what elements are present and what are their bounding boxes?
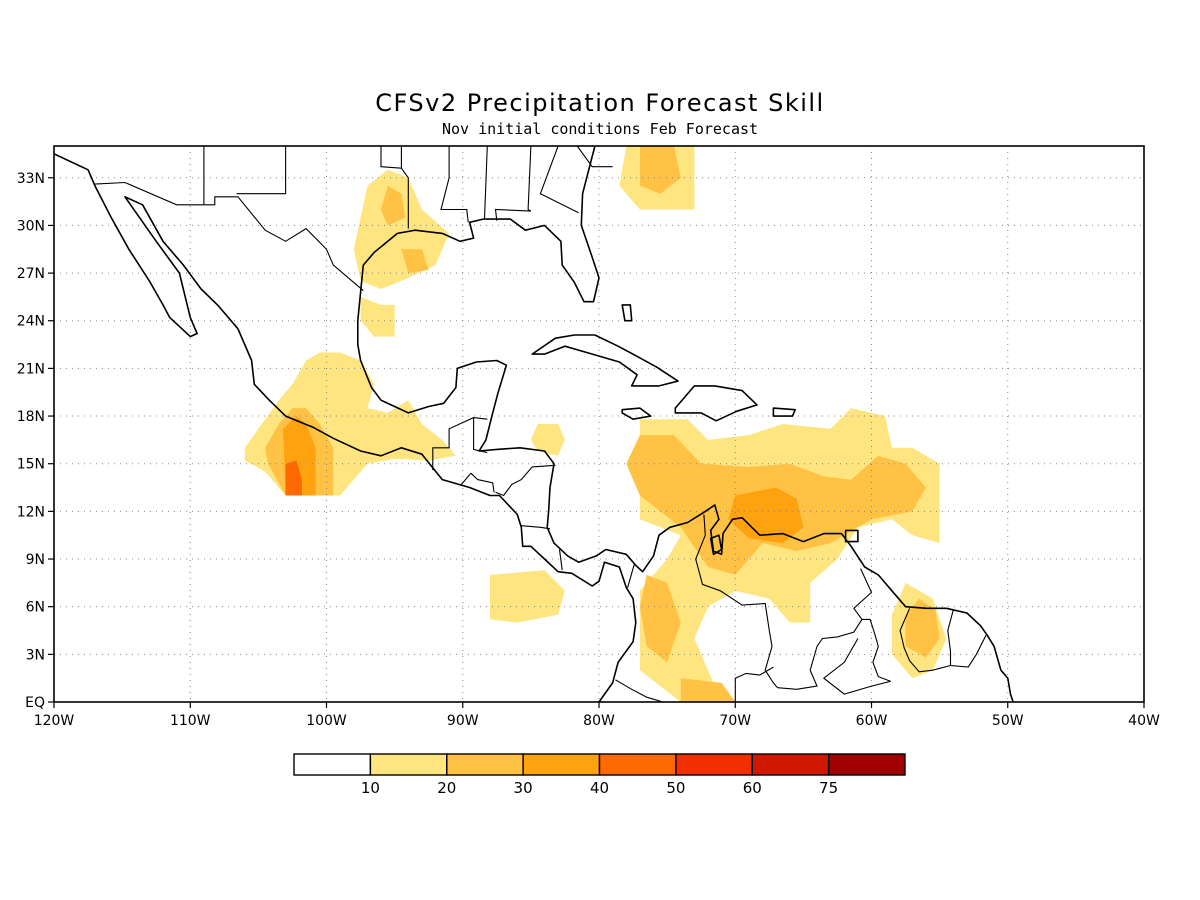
political-border (470, 472, 495, 493)
map-gridlines (54, 146, 1144, 702)
political-border (495, 464, 556, 497)
political-border (432, 417, 488, 471)
political-border (521, 525, 551, 530)
lat-tick-label: 12N (17, 504, 45, 520)
skill-region-texas-south (401, 249, 429, 274)
political-border (734, 666, 774, 702)
skill-region-mexico-pacific-core (285, 460, 302, 496)
political-border (440, 146, 469, 223)
political-border (539, 146, 579, 214)
political-border (777, 646, 818, 690)
political-border (380, 146, 402, 169)
skill-region-gulf-west (360, 296, 395, 337)
political-border (947, 609, 987, 668)
colorbar-label: 10 (361, 779, 380, 797)
political-border (473, 417, 488, 454)
lon-tick-label: 80W (583, 713, 615, 729)
colorbar-swatch (369, 753, 448, 776)
skill-region-colombia-inner (639, 574, 681, 663)
political-border (853, 568, 891, 682)
colorbar-label: 20 (437, 779, 456, 797)
island-lake-maracaibo (709, 534, 723, 556)
coastlines (54, 146, 1014, 702)
skill-region-carolinas-core (639, 146, 681, 194)
colorbar-swatch (293, 753, 372, 776)
political-border (695, 514, 778, 689)
political-border (558, 549, 563, 571)
political-border (615, 679, 664, 702)
island-cuba (531, 334, 679, 387)
colorbar-label: 50 (666, 779, 685, 797)
map-area: 120W 110W 100W 90W 80W 70W 60W 50W 40W EQ 3N 6N 9N 1… (17, 145, 1160, 729)
political-border (576, 146, 613, 168)
political-border (94, 181, 364, 292)
colorbar-label: 60 (743, 779, 762, 797)
political-border (460, 472, 472, 485)
skill-region-panama-pacific (490, 570, 565, 623)
lat-tick-label: 24N (17, 314, 45, 330)
map-frame (53, 145, 1145, 703)
lat-tick-label: 9N (26, 552, 45, 568)
lat-tick-label: 33N (17, 171, 45, 187)
lat-tick-label: 6N (26, 600, 45, 616)
political-borders (94, 146, 987, 702)
colorbar-swatch (675, 753, 754, 776)
colorbar: 10 20 30 40 50 60 75 (293, 753, 906, 797)
island-jamaica (621, 407, 652, 421)
political-border (400, 146, 409, 229)
lat-tick-label: 15N (17, 457, 45, 473)
colorbar-swatch (522, 753, 601, 776)
island-trinidad (844, 529, 859, 543)
political-border (899, 608, 951, 673)
colorbar-label: 75 (819, 779, 838, 797)
lon-tick-label: 90W (447, 713, 479, 729)
political-border (483, 146, 488, 220)
lat-tick-label: 30N (17, 218, 45, 234)
figure-title: CFSv2 Precipitation Forecast Skill (375, 89, 824, 117)
political-border (816, 619, 863, 647)
skill-contours (244, 146, 947, 702)
lon-tick-label: 70W (719, 713, 751, 729)
lat-tick-label: 27N (17, 266, 45, 282)
political-border (627, 563, 635, 588)
colorbar-swatch (827, 753, 906, 776)
figure-subtitle: Nov initial conditions Feb Forecast (442, 120, 758, 138)
skill-region-venezuela-core (728, 487, 804, 544)
skill-region-honduras-coast (530, 424, 565, 456)
political-border (494, 146, 532, 221)
latitude-axis: EQ 3N 6N 9N 12N 15N 18N 21N 24N 27N 30N 33N (17, 171, 54, 711)
coastline-gulf-caribbean (356, 146, 1014, 702)
lat-tick-label: 18N (17, 409, 45, 425)
skill-region-colombia-south (680, 678, 736, 702)
colorbar-label: 30 (514, 779, 533, 797)
lon-tick-label: 50W (992, 713, 1024, 729)
lat-tick-label: EQ (25, 695, 45, 711)
colorbar-swatch (598, 753, 677, 776)
coastline-north-america (54, 153, 637, 702)
lon-tick-label: 110W (170, 713, 211, 729)
lon-tick-label: 100W (306, 713, 347, 729)
lon-tick-label: 60W (856, 713, 888, 729)
colorbar-swatch (751, 753, 830, 776)
island-andros (621, 304, 633, 322)
lat-tick-label: 3N (26, 647, 45, 663)
political-border (236, 146, 287, 195)
lon-tick-label: 120W (34, 713, 75, 729)
skill-region-guianas-core (905, 598, 940, 658)
island-hispaniola (674, 385, 758, 422)
colorbar-swatch (446, 753, 524, 776)
colorbar-label: 40 (590, 779, 609, 797)
political-border (822, 638, 891, 695)
longitude-axis: 120W 110W 100W 90W 80W 70W 60W 50W 40W (34, 702, 1160, 729)
lat-tick-label: 21N (17, 361, 45, 377)
island-puerto-rico (772, 407, 797, 417)
lon-tick-label: 40W (1128, 713, 1160, 729)
skill-region-texas-louisiana (353, 169, 450, 289)
skill-region-texas-core (381, 185, 406, 226)
